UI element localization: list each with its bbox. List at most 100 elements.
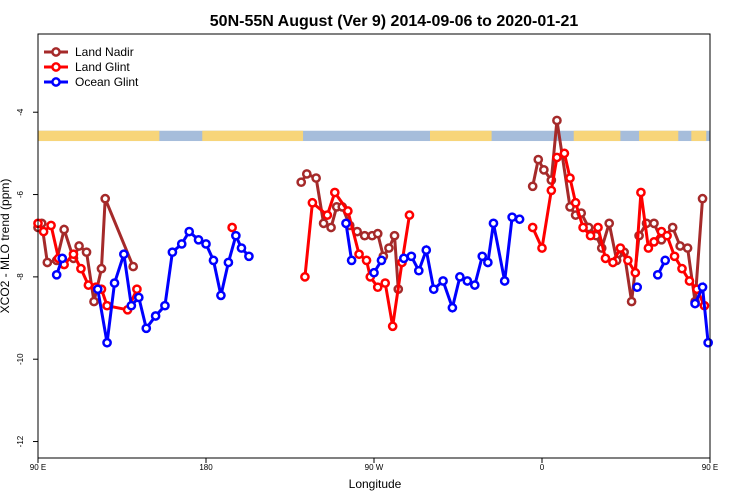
ocean-glint-line: [96, 229, 251, 343]
y-tick-label: -10: [16, 353, 25, 365]
y-axis: -4 -6 -8 -10 -12: [16, 108, 38, 447]
legend-swatch-marker: [51, 77, 61, 87]
land-glint-point: [677, 263, 687, 274]
land-nadir-point: [301, 169, 312, 179]
land-nadir-point: [100, 193, 111, 204]
ocean-glint-point: [231, 230, 241, 241]
land-glint-point: [623, 255, 633, 266]
land-glint-point: [578, 222, 588, 233]
ocean-glint-line: [693, 281, 710, 343]
land-glint-point: [585, 230, 596, 241]
land-glint-point: [537, 243, 547, 253]
x-tick-label: 90 E: [702, 463, 718, 472]
ocean-glint-point: [133, 292, 144, 303]
ocean-glint-point: [141, 323, 152, 334]
land-glint-point: [387, 321, 398, 332]
land-nadir-point: [372, 228, 383, 239]
land-nadir-point: [667, 222, 678, 233]
land-nadir-point: [311, 173, 321, 183]
y-tick-label: -6: [16, 190, 25, 198]
land-nadir-point: [326, 222, 336, 233]
land-glint-point: [227, 222, 237, 233]
land-nadir-point: [626, 296, 637, 307]
land-glint-point: [684, 276, 695, 286]
ocean-glint-point: [51, 269, 62, 280]
x-axis-label: Longitude: [349, 477, 402, 491]
land-glint-point: [76, 263, 86, 274]
ocean-glint-point: [507, 212, 517, 223]
chart-title: 50N-55N August (Ver 9) 2014-09-06 to 202…: [210, 13, 579, 30]
land-band-segment: [691, 130, 707, 142]
legend-label: Land Nadir: [75, 45, 134, 59]
land-nadir-point: [89, 296, 99, 307]
land-nadir-point: [74, 241, 84, 251]
land-glint-point: [527, 222, 538, 233]
land-nadir-point: [682, 243, 693, 253]
land-glint-point: [329, 187, 340, 198]
land-nadir-point: [552, 115, 562, 126]
land-glint-point: [593, 222, 603, 233]
land-glint-point: [307, 197, 318, 208]
land-glint-point: [570, 197, 581, 208]
legend-item-land-nadir: Land Nadir: [44, 45, 134, 59]
land-glint-point: [565, 173, 575, 183]
legend-item-land-glint: Land Glint: [44, 60, 130, 74]
series-land-glint: [33, 148, 710, 332]
land-nadir-point: [128, 261, 139, 272]
legend-swatch-marker: [51, 62, 61, 72]
land-glint-point: [649, 237, 659, 247]
land-glint-point: [46, 220, 56, 231]
land-glint-point: [300, 272, 310, 282]
legend-swatch-marker: [51, 47, 61, 57]
land-nadir-point: [318, 218, 329, 229]
ocean-glint-point: [119, 249, 129, 260]
ocean-glint-point: [703, 337, 713, 348]
legend-label: Ocean Glint: [75, 75, 139, 89]
ocean-glint-point: [376, 255, 387, 266]
ocean-glint-point: [413, 265, 424, 276]
ocean-glint-point: [57, 253, 68, 264]
legend-item-ocean-glint: Ocean Glint: [44, 75, 139, 89]
land-glint-point: [83, 280, 94, 290]
land-nadir-point: [649, 218, 659, 229]
ocean-glint-point: [208, 255, 219, 266]
y-tick-label: -8: [16, 273, 25, 281]
land-glint-point: [630, 267, 641, 278]
ocean-glint-point: [184, 226, 195, 237]
ocean-glint-point: [483, 257, 493, 268]
land-glint-point: [662, 230, 672, 241]
ocean-glint-point: [167, 247, 178, 258]
ocean-glint-point: [346, 255, 357, 266]
ocean-glint-point: [447, 302, 458, 313]
land-glint-point: [102, 300, 112, 311]
ocean-glint-point: [216, 290, 226, 301]
ocean-glint-line: [344, 223, 354, 261]
ocean-glint-point: [514, 214, 525, 225]
x-tick-label: 90 W: [365, 463, 384, 472]
y-axis-label: XCO2 - MLO trend (ppm): [0, 179, 12, 314]
ocean-glint-point: [176, 239, 187, 249]
land-glint-point: [669, 251, 680, 262]
land-glint-point: [68, 249, 79, 260]
ocean-band: [38, 130, 710, 142]
ocean-glint-point: [660, 255, 671, 266]
land-glint-point: [372, 282, 383, 293]
land-glint-point: [552, 152, 562, 163]
land-nadir-point: [59, 224, 69, 235]
ocean-glint-point: [477, 251, 488, 262]
land-nadir-line: [299, 172, 400, 290]
series-layer: [33, 115, 713, 348]
ocean-glint-point: [690, 298, 700, 309]
land-glint-point: [343, 206, 353, 216]
land-band-segment: [38, 130, 160, 142]
ocean-glint-point: [428, 284, 439, 295]
x-axis: 90 E 180 90 W 0 90 E: [30, 458, 718, 472]
ocean-glint-point: [102, 337, 112, 348]
land-nadir-point: [675, 241, 685, 251]
land-glint-point: [600, 253, 611, 264]
land-glint-point: [404, 210, 415, 220]
ocean-glint-point: [499, 276, 510, 286]
ocean-glint-point: [193, 234, 204, 245]
ocean-glint-point: [652, 269, 663, 280]
